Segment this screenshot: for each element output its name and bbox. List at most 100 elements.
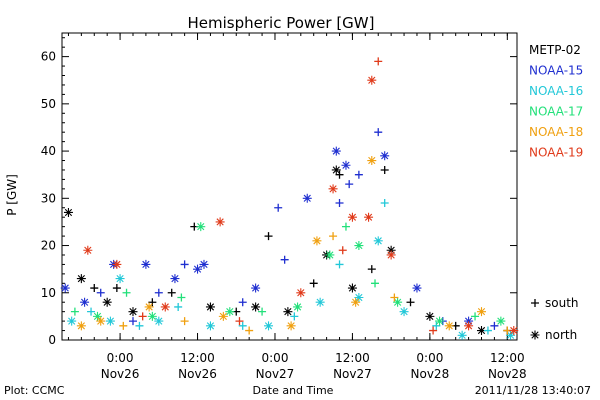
north-marker-noaa-18 [218,311,228,321]
north-marker-metp-02 [251,302,261,312]
south-marker-noaa-15 [274,203,283,212]
south-marker-noaa-16 [135,321,144,330]
x-tick-label-time: 12:00 [335,351,370,365]
south-marker-noaa-15 [154,288,163,297]
x-axis-label: Date and Time [253,384,334,397]
north-marker-noaa-16 [506,330,516,340]
north-marker-noaa-17 [354,241,364,251]
south-marker-noaa-15 [354,170,363,179]
north-marker-noaa-15 [170,274,180,284]
north-marker-noaa-19 [367,75,377,85]
north-marker-noaa-18 [351,297,361,307]
south-marker-noaa-19 [338,246,347,255]
north-marker-noaa-18 [444,321,454,331]
north-marker-noaa-15 [60,283,70,293]
north-marker-noaa-18 [286,321,296,331]
legend-entry: NOAA-15 [529,64,583,78]
north-marker-noaa-17 [293,302,303,312]
south-marker-noaa-17 [341,222,350,231]
north-marker-metp-02 [283,307,293,317]
south-marker-noaa-15 [335,199,344,208]
north-marker-noaa-16 [67,316,77,326]
north-marker-noaa-18 [144,302,154,312]
legend-symbol-label: south [545,296,579,310]
south-marker-noaa-16 [174,302,183,311]
x-tick-label-time: 12:00 [180,351,215,365]
south-marker-noaa-19 [429,326,438,335]
y-tick-label: 20 [41,239,56,253]
north-marker-noaa-18 [477,307,487,317]
north-marker-noaa-19 [296,288,306,298]
south-marker-metp-02 [406,298,415,307]
y-tick-label: 10 [41,286,56,300]
x-tick-label-date: Nov28 [411,367,450,381]
north-marker-noaa-17 [435,316,445,326]
footer-timestamp: 2011/11/28 13:40:07 [475,384,591,397]
north-marker-metp-02 [128,307,138,317]
north-marker-noaa-19 [83,245,93,255]
legend-entry: METP-02 [529,43,581,57]
y-tick-label: 40 [41,144,56,158]
y-tick-label: 0 [48,333,56,347]
x-tick-label-date: Nov28 [488,367,527,381]
north-marker-noaa-16 [373,236,383,246]
south-marker-noaa-17 [122,288,131,297]
legend-entry: NOAA-18 [529,125,583,139]
y-tick-label: 50 [41,97,56,111]
legend-entry: NOAA-17 [529,105,583,119]
legend-symbol-label: north [545,328,577,342]
north-marker-noaa-15 [380,151,390,161]
south-marker-noaa-16 [432,321,441,330]
north-marker-metp-02 [76,274,86,284]
north-marker-noaa-17 [225,307,235,317]
south-marker-metp-02 [167,288,176,297]
south-marker-noaa-16 [290,312,299,321]
x-tick-label-date: Nov27 [333,367,372,381]
legend-entry: NOAA-19 [529,146,583,160]
y-tick-label: 30 [41,191,56,205]
north-marker-noaa-18 [96,316,106,326]
north-marker-noaa-19 [364,212,374,222]
north-marker-noaa-17 [196,222,206,232]
south-marker-metp-02 [264,232,273,241]
south-marker-noaa-17 [70,307,79,316]
south-marker-noaa-15 [374,128,383,137]
south-marker-noaa-19 [138,312,147,321]
north-marker-noaa-19 [160,302,170,312]
south-marker-metp-02 [367,265,376,274]
footer-plot-credit: Plot: CCMC [4,384,65,397]
legend-north-symbol [530,330,540,340]
north-marker-noaa-15 [251,283,261,293]
south-marker-noaa-19 [374,57,383,66]
north-marker-noaa-15 [412,283,422,293]
south-marker-noaa-17 [258,307,267,316]
south-marker-noaa-16 [87,307,96,316]
north-marker-noaa-16 [264,321,274,331]
south-marker-noaa-18 [119,321,128,330]
south-marker-noaa-15 [345,180,354,189]
south-marker-metp-02 [309,279,318,288]
south-marker-noaa-16 [483,326,492,335]
north-marker-metp-02 [102,297,112,307]
plot-area: 0 10 20 30 40 50 60 0:00 Nov26 12:00 Nov26 0:00 Nov2… [41,32,527,381]
south-marker-noaa-18 [390,293,399,302]
south-marker-noaa-16 [335,260,344,269]
north-marker-noaa-16 [154,316,164,326]
north-marker-metp-02 [63,207,73,217]
x-tick-label-time: 0:00 [107,351,134,365]
south-marker-metp-02 [112,284,121,293]
north-marker-noaa-17 [496,316,506,326]
south-marker-noaa-16 [380,199,389,208]
north-marker-noaa-15 [464,316,474,326]
north-marker-noaa-19 [509,326,519,336]
south-marker-noaa-15 [96,288,105,297]
north-marker-noaa-15 [331,146,341,156]
chart-title: Hemispheric Power [GW] [188,14,375,32]
south-marker-metp-02 [380,165,389,174]
north-marker-noaa-16 [354,292,364,302]
north-marker-noaa-19 [386,250,396,260]
y-tick-label: 60 [41,50,56,64]
north-marker-noaa-16 [315,297,325,307]
